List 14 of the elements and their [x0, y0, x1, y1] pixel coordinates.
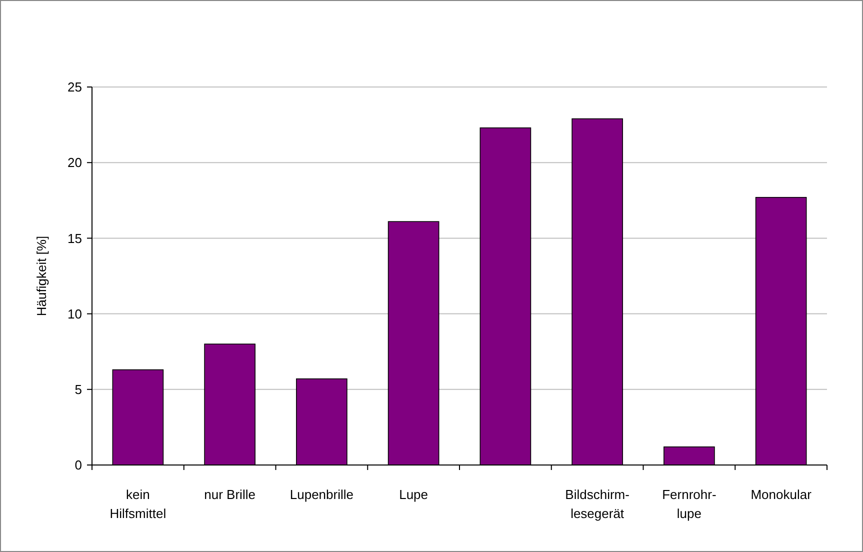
x-tick-label: Monokular — [750, 487, 812, 502]
x-tick-label: Fernrohr- lupe — [662, 487, 716, 521]
x-tick-label: nur Brille — [204, 487, 256, 502]
y-tick-label: 10 — [68, 306, 82, 322]
x-tick-label: Lupe — [399, 487, 428, 502]
y-tick-label: 15 — [68, 230, 82, 246]
y-tick-label: 20 — [68, 155, 82, 170]
y-tick-label: 0 — [74, 458, 82, 473]
x-tick-label: kein Hilfsmittel — [110, 487, 166, 521]
y-tick-label: 25 — [68, 80, 82, 95]
x-tick-label: Bildschirm- lesegerät — [565, 487, 630, 521]
y-tick-label: 5 — [74, 382, 82, 397]
y-axis-title: Häufigkeit [%] — [34, 236, 49, 316]
x-tick-label: Lupenbrille — [290, 487, 354, 502]
